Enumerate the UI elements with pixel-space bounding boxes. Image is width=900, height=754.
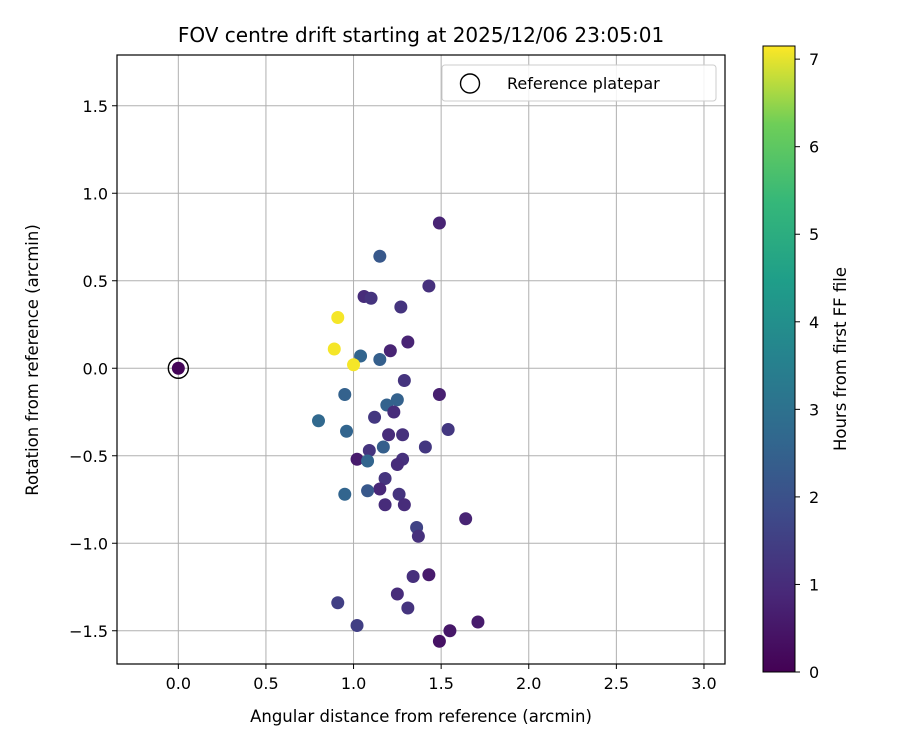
- colorbar-label: Hours from first FF file: [831, 267, 850, 451]
- legend-marker-icon: [459, 73, 481, 94]
- data-point: [432, 634, 446, 648]
- colorbar-tick-label: 1: [809, 575, 819, 594]
- data-point: [396, 428, 410, 442]
- y-tick-label: 0.5: [83, 272, 108, 291]
- y-axis-label: Rotation from reference (arcmin): [23, 224, 42, 496]
- data-point: [422, 279, 436, 293]
- y-tick-label: −1.0: [69, 534, 108, 553]
- colorbar-tick-label: 7: [809, 50, 819, 69]
- data-point: [361, 454, 375, 468]
- data-point: [418, 440, 432, 454]
- data-point: [378, 472, 392, 485]
- data-point: [331, 311, 345, 324]
- colorbar-tick-label: 5: [809, 225, 819, 244]
- colorbar-tick-label: 6: [809, 138, 819, 157]
- data-point: [373, 249, 387, 263]
- data-point: [382, 428, 396, 442]
- colorbar-ticks: 0 1 2 3 4 5 6 7: [795, 50, 819, 682]
- data-point: [406, 570, 420, 583]
- data-point: [373, 482, 387, 496]
- legend-label: Reference platepar: [507, 74, 660, 93]
- data-point: [387, 405, 401, 419]
- data-point: [354, 349, 368, 363]
- data-point: [401, 335, 415, 349]
- data-point: [331, 596, 345, 610]
- data-point: [350, 619, 364, 632]
- y-tick-label: 0.0: [83, 359, 108, 378]
- legend: Reference platepar: [441, 64, 717, 102]
- data-point: [390, 393, 404, 407]
- y-tick-label: 1.5: [83, 97, 108, 116]
- y-tick-label: 1.0: [83, 184, 108, 203]
- data-point: [338, 388, 352, 401]
- y-axis-ticks: −1.5 −1.0 −0.5 0.0 0.5 1.0 1.5: [69, 97, 117, 641]
- data-point: [364, 291, 378, 305]
- colorbar-tick-label: 2: [809, 488, 819, 507]
- x-tick-label: 0.0: [166, 674, 191, 693]
- colorbar-tick-label: 4: [809, 313, 819, 332]
- data-point: [390, 587, 404, 601]
- data-point: [340, 424, 354, 438]
- colorbar: 0 1 2 3 4 5 6 7 Hours from first FF file: [762, 45, 850, 682]
- data-point: [471, 615, 485, 629]
- data-point: [171, 361, 185, 375]
- colorbar-tick-label: 3: [809, 400, 819, 419]
- data-point: [362, 444, 376, 457]
- data-point: [397, 374, 411, 387]
- plot-frame: [116, 54, 726, 665]
- y-tick-label: −0.5: [69, 447, 108, 466]
- legend-box: [441, 64, 717, 102]
- data-point: [361, 484, 375, 498]
- data-point: [459, 512, 473, 526]
- data-points: [167, 216, 485, 648]
- grid: [117, 55, 725, 664]
- data-point: [373, 353, 387, 366]
- x-axis-ticks: 0.0 0.5 1.0 1.5 2.0 2.5 3.0: [166, 664, 717, 693]
- x-tick-label: 1.5: [428, 674, 453, 693]
- data-point: [390, 458, 404, 471]
- data-point: [411, 529, 425, 543]
- x-tick-label: 3.0: [691, 674, 716, 693]
- data-point: [397, 498, 411, 512]
- reference-platepar-marker: [167, 357, 190, 379]
- x-tick-label: 2.0: [516, 674, 541, 693]
- data-point: [378, 498, 392, 512]
- data-point: [311, 414, 325, 428]
- y-tick-label: −1.5: [69, 622, 108, 641]
- chart-title: FOV centre drift starting at 2025/12/06 …: [178, 23, 664, 47]
- colorbar-gradient: [762, 45, 796, 673]
- colorbar-tick-label: 0: [809, 663, 819, 682]
- data-point: [350, 452, 364, 466]
- data-point: [401, 601, 415, 615]
- data-point: [432, 216, 446, 230]
- data-point: [338, 487, 352, 501]
- x-axis-label: Angular distance from reference (arcmin): [250, 707, 592, 726]
- data-point: [394, 300, 408, 314]
- data-point: [327, 342, 341, 356]
- x-tick-label: 1.0: [341, 674, 366, 693]
- data-point: [422, 568, 436, 582]
- data-point: [347, 358, 361, 372]
- x-tick-label: 2.5: [604, 674, 629, 693]
- data-point: [376, 440, 390, 454]
- data-point: [432, 388, 446, 401]
- x-tick-label: 0.5: [253, 674, 278, 693]
- data-point: [392, 487, 406, 501]
- data-point: [441, 423, 455, 436]
- data-point: [383, 344, 397, 358]
- data-point: [368, 410, 382, 424]
- data-point: [443, 624, 457, 638]
